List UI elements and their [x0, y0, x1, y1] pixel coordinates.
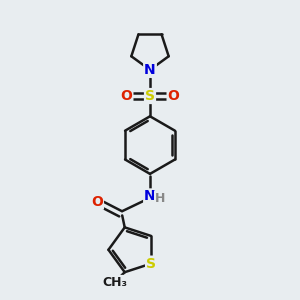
Text: N: N	[144, 190, 156, 203]
Text: S: S	[146, 256, 156, 271]
Text: S: S	[145, 89, 155, 103]
Text: CH₃: CH₃	[102, 275, 128, 289]
Text: O: O	[168, 89, 179, 103]
Text: N: N	[144, 63, 156, 77]
Text: H: H	[154, 192, 165, 205]
Text: O: O	[121, 89, 132, 103]
Text: O: O	[91, 195, 103, 209]
